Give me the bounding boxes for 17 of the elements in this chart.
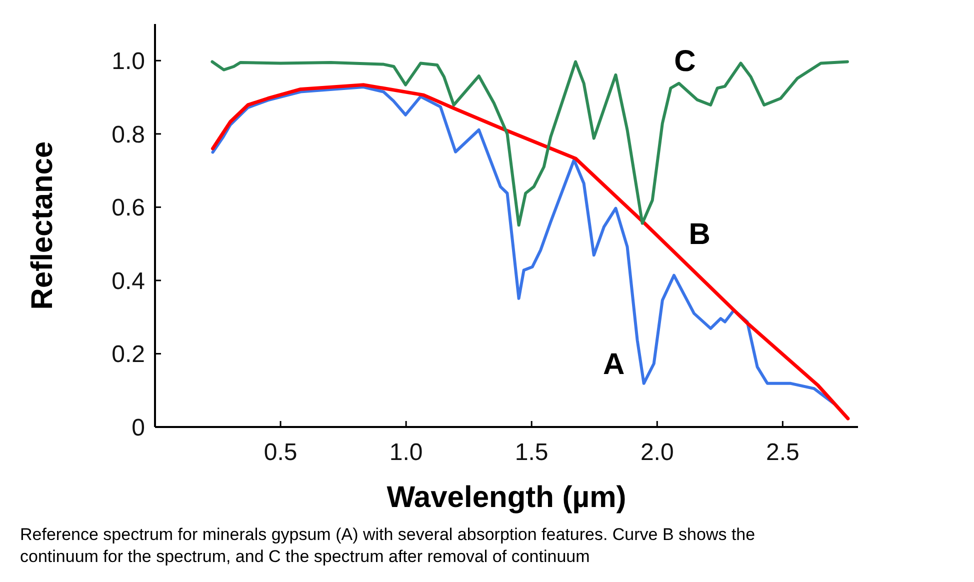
y-tick-label: 1.0 bbox=[112, 48, 145, 76]
y-tick-label: 0.6 bbox=[112, 194, 145, 222]
series-label: A bbox=[603, 348, 625, 381]
y-axis-title: Reflectance bbox=[26, 141, 59, 310]
y-tick-label: 0.4 bbox=[112, 268, 145, 295]
y-tick-label: 0.2 bbox=[112, 341, 145, 368]
x-tick-label: 0.5 bbox=[264, 439, 298, 466]
x-tick-label: 2.0 bbox=[640, 439, 674, 466]
series-label: C bbox=[674, 44, 696, 78]
y-tick-label: 0.8 bbox=[112, 121, 145, 148]
x-tick-label: 2.5 bbox=[766, 439, 800, 466]
x-tick-label: 1.5 bbox=[514, 439, 548, 466]
x-axis-title: Wavelength (µm) bbox=[386, 481, 626, 514]
y-tick-label: 0 bbox=[132, 414, 145, 442]
text: Reference spectrum for minerals gypsum (A) with several absorption features. Curve B shows the continuum for the spectrum, and C the spectrum after removal of continuum bbox=[20, 525, 756, 566]
x-tick-label: 1.0 bbox=[389, 439, 423, 466]
series-label: B bbox=[688, 218, 710, 251]
